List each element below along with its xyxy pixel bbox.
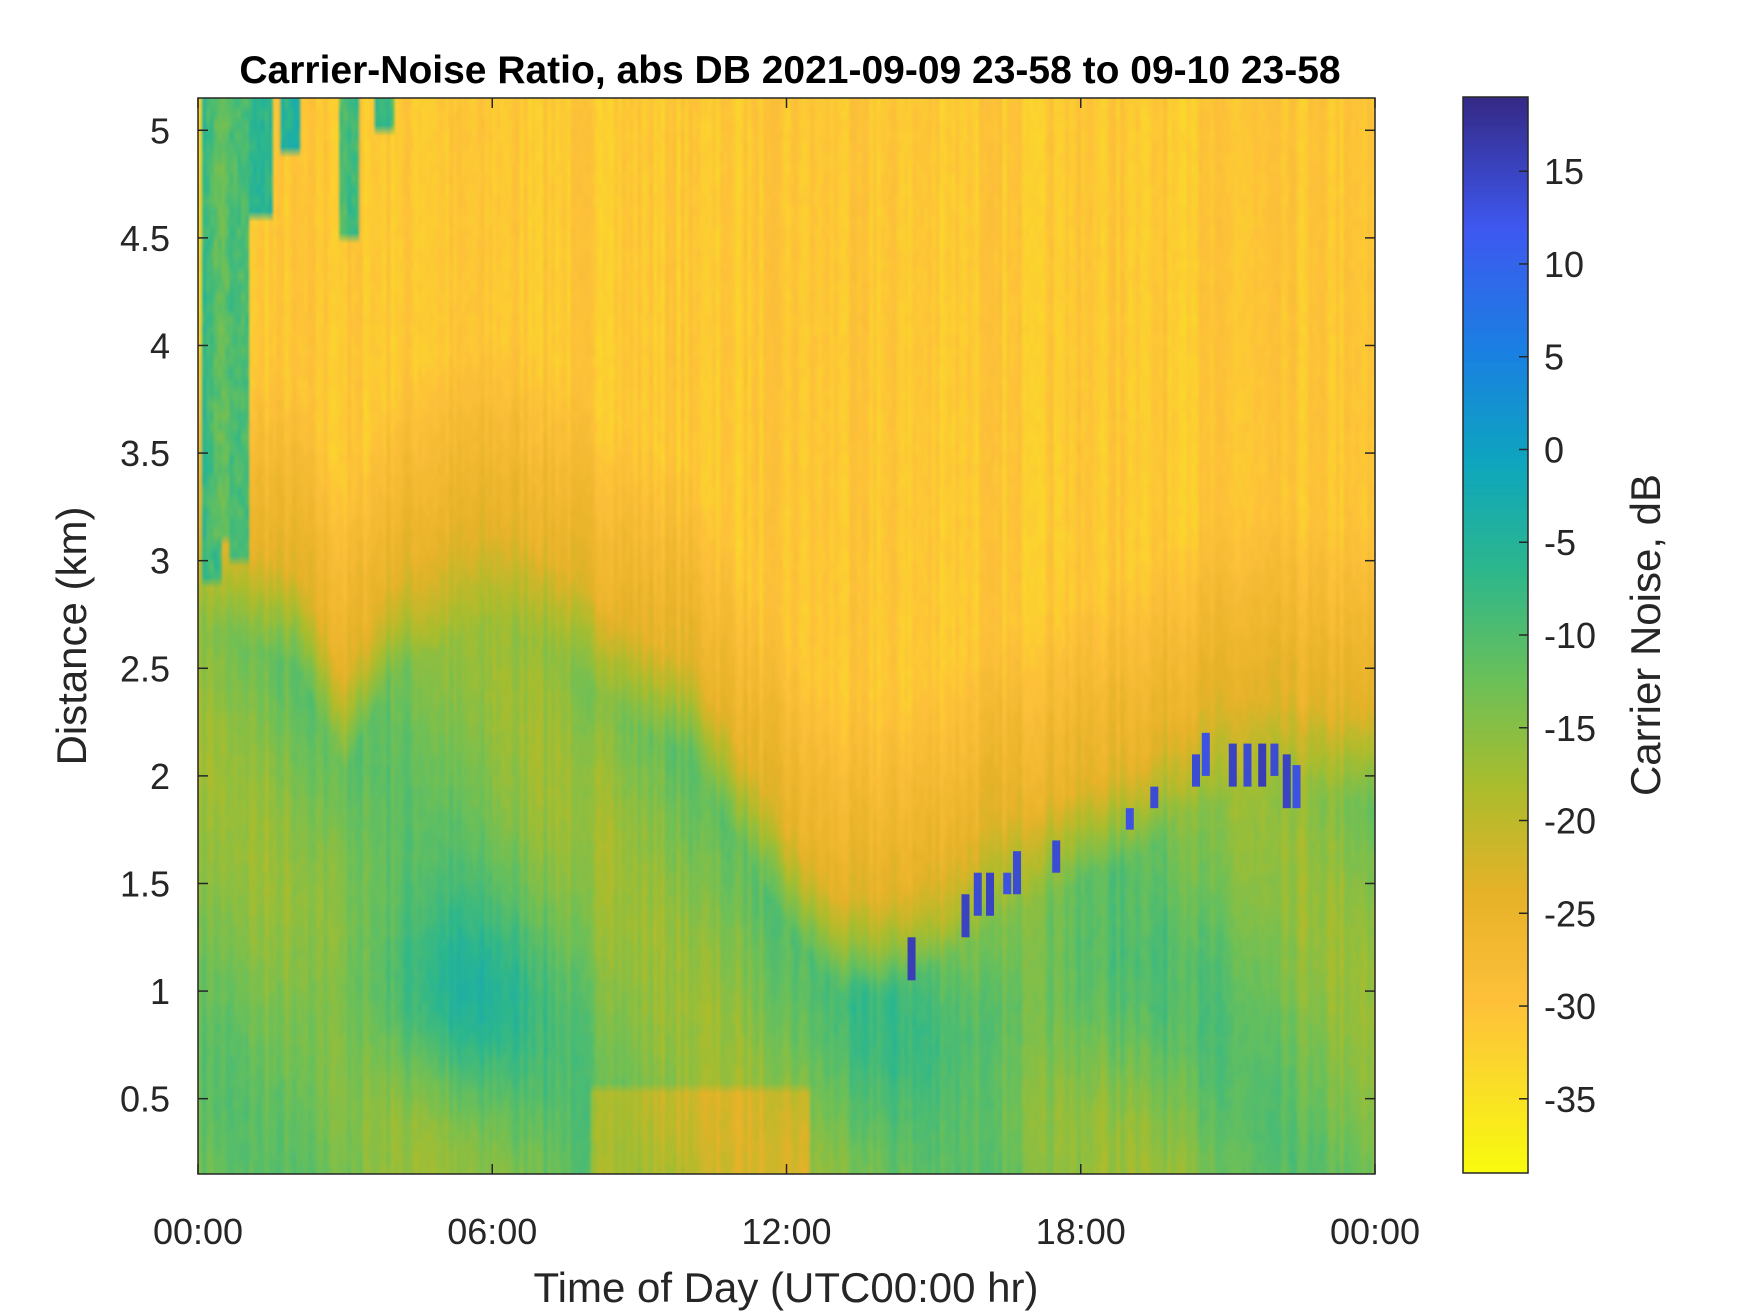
colorbar-gradient: [1463, 97, 1528, 1173]
y-tick-label: 4.5: [120, 218, 170, 259]
y-tick-label: 1.5: [120, 863, 170, 904]
strong-return-cell: [1292, 765, 1301, 809]
y-tick-label: 0.5: [120, 1079, 170, 1120]
strong-return-cell: [1191, 754, 1200, 787]
y-tick-label: 1: [150, 971, 170, 1012]
strong-return-cell: [1201, 732, 1210, 776]
strong-return-cell: [1012, 851, 1021, 895]
colorbar-tick-label: -35: [1544, 1079, 1596, 1120]
colorbar-tick-label: -5: [1544, 522, 1576, 563]
heatmap-image: [198, 98, 1375, 1174]
y-tick-label: 5: [150, 110, 170, 151]
colorbar-tick-label: -10: [1544, 615, 1596, 656]
y-tick-label: 2.5: [120, 648, 170, 689]
x-tick-label: 18:00: [1036, 1211, 1126, 1252]
x-axis-label: Time of Day (UTC00:00 hr): [534, 1264, 1039, 1311]
y-tick-label: 3.5: [120, 433, 170, 474]
colorbar-tick-label: -30: [1544, 986, 1596, 1027]
y-axis: 0.5 1 1.5 2 2.5 3 3.5 4 4.5 5: [120, 110, 1375, 1120]
x-tick-label: 12:00: [741, 1211, 831, 1252]
x-tick-label: 06:00: [447, 1211, 537, 1252]
strong-return-cell: [1003, 872, 1012, 895]
strong-return-cell: [1228, 743, 1237, 787]
colorbar-tick-label: -25: [1544, 893, 1596, 934]
colorbar-label: Carrier Noise, dB: [1622, 474, 1669, 796]
y-tick-label: 3: [150, 541, 170, 582]
colorbar-tick-label: 0: [1544, 429, 1564, 470]
colorbar-tick-label: 5: [1544, 337, 1564, 378]
colorbar: 15 10 5 0 -5 -10 -15 -20 -25 -30 -35: [1462, 96, 1596, 1174]
strong-returns-layer: [907, 732, 1301, 981]
strong-return-cell: [1125, 808, 1134, 830]
strong-return-cell: [961, 894, 970, 938]
chart-title: Carrier-Noise Ratio, abs DB 2021-09-09 2…: [239, 49, 1340, 92]
strong-return-cell: [907, 937, 916, 981]
colorbar-tick-label: 15: [1544, 151, 1584, 192]
strong-return-cell: [1282, 754, 1291, 809]
strong-return-cell: [1052, 840, 1061, 873]
strong-return-cell: [1270, 743, 1279, 776]
colorbar-tick-label: 10: [1544, 244, 1584, 285]
colorbar-tick-label: -15: [1544, 708, 1596, 749]
x-tick-label: 00:00: [1330, 1211, 1420, 1252]
strong-return-cell: [1150, 786, 1159, 809]
x-axis: 00:00 06:00 12:00 18:00 00:00: [153, 98, 1420, 1252]
heatmap-plot: [197, 97, 1376, 1175]
strong-return-cell: [986, 872, 995, 916]
colorbar-ticks: 15 10 5 0 -5 -10 -15 -20 -25 -30 -35: [1519, 151, 1596, 1120]
x-tick-label: 00:00: [153, 1211, 243, 1252]
y-axis-label: Distance (km): [48, 506, 95, 765]
y-tick-label: 4: [150, 325, 170, 366]
strong-return-cell: [973, 872, 982, 916]
y-tick-label: 2: [150, 756, 170, 797]
strong-return-cell: [1258, 743, 1267, 787]
strong-return-cell: [1243, 743, 1252, 787]
colorbar-tick-label: -20: [1544, 801, 1596, 842]
